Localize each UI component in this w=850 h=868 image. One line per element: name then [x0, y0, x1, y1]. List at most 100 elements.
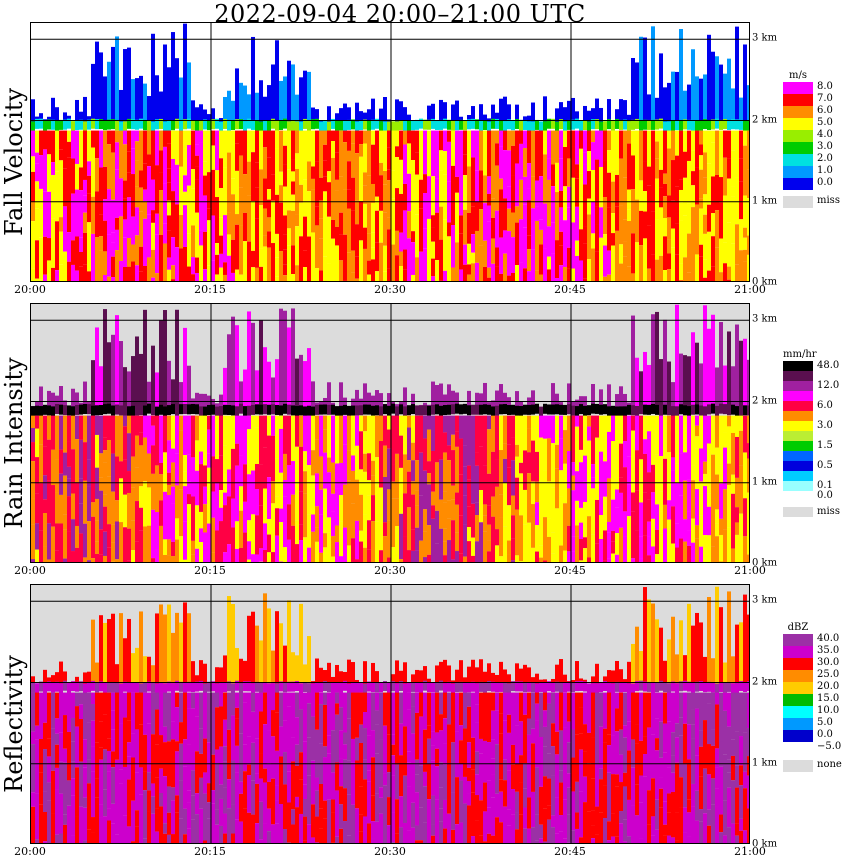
rain-cell	[599, 451, 603, 481]
melting-layer	[343, 404, 347, 415]
rain-cell	[127, 560, 131, 562]
melting-layer	[431, 118, 435, 129]
melting-layer	[223, 404, 227, 415]
rain-cell	[287, 169, 291, 211]
rain-cell	[143, 201, 147, 219]
rain-cell	[275, 712, 279, 751]
rain-cell	[115, 559, 119, 562]
rain-cell	[471, 415, 475, 460]
rain-cell	[351, 210, 355, 251]
rain-cell	[543, 746, 547, 777]
rain-cell	[483, 130, 487, 176]
melting-layer	[107, 403, 111, 414]
rain-cell	[703, 194, 707, 215]
rain-cell	[427, 238, 431, 281]
rain-cell	[679, 220, 683, 264]
rain-cell	[51, 162, 55, 176]
rain-cell	[499, 415, 503, 451]
rain-cell	[431, 227, 435, 242]
melting-layer	[111, 405, 115, 416]
rain-cell	[543, 710, 547, 727]
melting-layer	[403, 120, 407, 131]
melting-layer	[151, 121, 155, 132]
melting-layer	[123, 121, 127, 132]
melting-layer	[59, 683, 63, 694]
melting-layer	[399, 680, 403, 691]
rain-cell	[675, 483, 679, 524]
rain-cell	[159, 793, 163, 807]
rain-cell	[399, 513, 403, 560]
rain-cell	[379, 692, 383, 740]
rain-cell	[423, 771, 427, 787]
rain-cell	[627, 130, 631, 144]
rain-cell	[631, 492, 635, 512]
rain-cell	[135, 467, 139, 502]
echo-column	[223, 655, 227, 687]
melting-layer	[459, 404, 463, 415]
melting-layer	[115, 120, 119, 131]
rain-cell	[483, 841, 487, 843]
melting-layer	[171, 120, 175, 131]
melting-layer	[555, 404, 559, 415]
rain-cell	[267, 534, 271, 553]
rain-cell	[671, 772, 675, 792]
rain-cell	[43, 692, 47, 723]
rain-cell	[575, 426, 579, 472]
rain-cell	[135, 772, 139, 811]
legend-swatch	[783, 421, 813, 431]
rain-cell	[611, 735, 615, 775]
rain-cell	[515, 692, 519, 726]
rain-cell	[611, 499, 615, 531]
rain-cell	[407, 830, 411, 843]
rain-cell	[279, 185, 283, 203]
rain-cell	[251, 514, 255, 555]
melting-layer	[619, 682, 623, 693]
rain-cell	[95, 130, 99, 159]
melting-layer	[435, 404, 439, 415]
rain-cell	[607, 478, 611, 522]
rain-cell	[131, 244, 135, 262]
rain-cell	[711, 213, 715, 237]
rain-cell	[511, 789, 515, 815]
rain-cell	[71, 551, 75, 562]
echo-column	[655, 619, 659, 687]
rain-cell	[263, 488, 267, 524]
rain-cell	[487, 692, 491, 743]
rain-cell	[307, 692, 311, 704]
rain-cell	[383, 785, 387, 813]
rain-cell	[615, 507, 619, 534]
echo-column	[483, 382, 487, 410]
rain-cell	[431, 518, 435, 552]
rain-cell	[735, 731, 739, 766]
rain-cell	[31, 201, 35, 222]
rain-cell	[59, 761, 63, 794]
rain-cell	[83, 130, 87, 180]
rain-cell	[47, 130, 51, 155]
rain-cell	[707, 415, 711, 444]
rain-cell	[503, 759, 507, 781]
melting-layer	[51, 682, 55, 693]
rain-cell	[679, 807, 683, 843]
rain-cell	[487, 780, 491, 808]
echo-column	[667, 639, 671, 687]
x-tick-label: 20:15	[194, 283, 226, 296]
rain-cell	[143, 437, 147, 482]
echo-column	[255, 625, 259, 687]
rain-cell	[107, 276, 111, 281]
echo-column	[719, 607, 723, 687]
rain-cell	[63, 514, 67, 530]
rain-cell	[687, 511, 691, 531]
melting-layer	[427, 405, 431, 416]
melting-layer	[667, 405, 671, 416]
melting-layer	[743, 682, 747, 693]
rain-cell	[99, 167, 103, 215]
rain-cell	[43, 749, 47, 792]
rain-cell	[711, 804, 715, 843]
rain-cell	[663, 270, 667, 281]
echo-column	[187, 613, 191, 687]
rain-cell	[575, 206, 579, 241]
rain-cell	[659, 207, 663, 256]
legend-entry: 0.0	[783, 729, 845, 742]
rain-cell	[103, 199, 107, 221]
melting-layer	[731, 404, 735, 415]
